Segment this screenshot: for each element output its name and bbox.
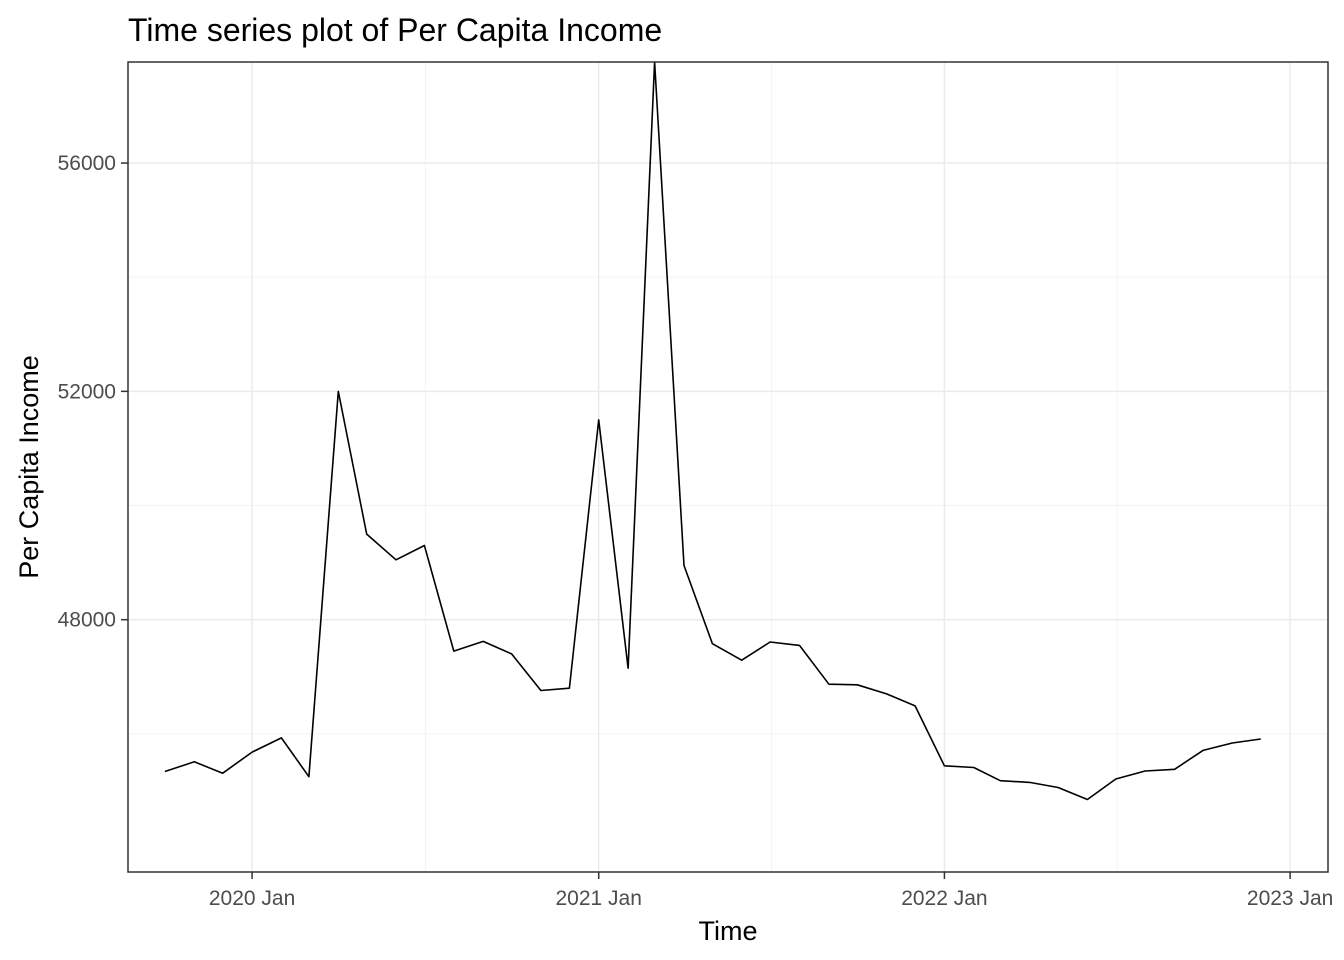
grid-minor-lines [128, 62, 1328, 872]
y-tick-label: 52000 [58, 380, 116, 403]
x-axis-title: Time [699, 916, 758, 946]
grid-major-lines [128, 62, 1328, 872]
y-axis: 48000 52000 56000 [58, 152, 128, 632]
chart-title: Time series plot of Per Capita Income [128, 12, 662, 48]
x-axis: 2020 Jan 2021 Jan 2022 Jan 2023 Jan [209, 872, 1333, 910]
x-tick-label: 2022 Jan [901, 887, 987, 910]
x-tick-label: 2021 Jan [556, 887, 642, 910]
y-tick-label: 56000 [58, 152, 116, 175]
plot-lines [164, 61, 1261, 801]
y-tick-label: 48000 [58, 609, 116, 632]
y-axis-title: Per Capita Income [14, 355, 44, 579]
series-line [164, 61, 1261, 801]
panel-border [127, 61, 1329, 873]
x-tick-label: 2020 Jan [209, 887, 295, 910]
x-tick-label: 2023 Jan [1247, 887, 1333, 910]
